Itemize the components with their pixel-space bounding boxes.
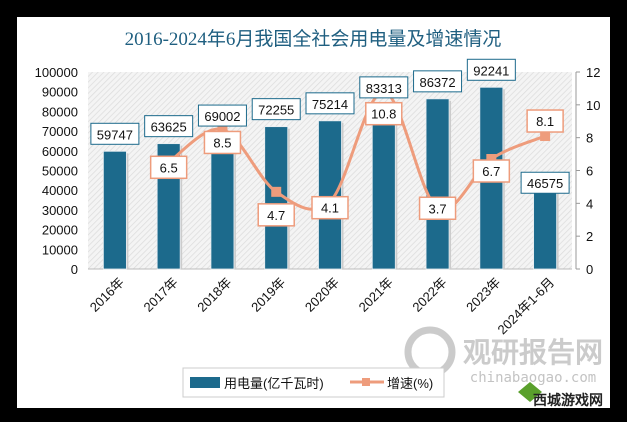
x-tick-label: 2019年 xyxy=(248,275,288,315)
growth-label-box xyxy=(149,155,188,180)
watermark-main: 观研报告网 xyxy=(463,336,603,369)
bar-label-box xyxy=(520,171,570,194)
y-left-tick: 60000 xyxy=(42,144,78,159)
growth-label-box xyxy=(203,130,242,155)
growth-value-label: 4.1 xyxy=(321,201,339,216)
bar-value-label: 72255 xyxy=(258,103,294,118)
y-left-tick: 80000 xyxy=(42,104,78,119)
x-tick-label: 2016年 xyxy=(87,275,127,315)
x-tick-label: 2021年 xyxy=(356,275,396,315)
bar-value-label: 63625 xyxy=(151,120,187,135)
growth-value-label: 8.1 xyxy=(536,114,554,129)
y-left-tick: 30000 xyxy=(42,203,78,218)
bar-label-box xyxy=(359,76,409,99)
y-left-tick: 10000 xyxy=(42,242,78,257)
bar-value-label: 69002 xyxy=(204,109,240,124)
corner-logo: 西城游戏网 xyxy=(518,382,603,409)
watermark-url: chinabaogao.com xyxy=(470,370,596,386)
bar-label-box xyxy=(251,98,301,121)
growth-label-box xyxy=(472,159,511,183)
y-right-tick: 4 xyxy=(586,196,593,211)
bar-value-label: 86372 xyxy=(419,75,455,90)
x-tick-label: 2022年 xyxy=(409,275,449,315)
y-left-tick: 20000 xyxy=(42,223,78,238)
bar xyxy=(425,98,450,270)
y-right-tick: 8 xyxy=(586,131,593,146)
legend-line-label: 增速(%) xyxy=(387,376,433,391)
growth-label-box xyxy=(257,203,295,227)
growth-label-box xyxy=(311,195,349,220)
y-left-tick: 100000 xyxy=(35,65,78,80)
y-right-tick: 6 xyxy=(586,164,593,179)
legend: 用电量(亿千瓦时) 增速(%) xyxy=(182,367,445,398)
bar-label-box xyxy=(197,104,247,127)
growth-value-label: 8.5 xyxy=(213,135,231,150)
bar xyxy=(318,120,342,270)
chart-title: 2016-2024年6月我国全社会用电量及增速情况 xyxy=(125,28,502,50)
bar-value-label: 59747 xyxy=(97,127,133,142)
bar-value-label: 92241 xyxy=(473,63,509,78)
growth-marker xyxy=(217,124,228,135)
bar xyxy=(102,150,127,270)
bar xyxy=(371,104,396,270)
growth-value-label: 6.5 xyxy=(160,160,178,175)
x-tick-label: 2020年 xyxy=(302,275,342,315)
legend-bar-label: 用电量(亿千瓦时) xyxy=(224,376,324,391)
y-left-tick: 90000 xyxy=(42,85,78,100)
growth-label-box xyxy=(365,101,403,126)
growth-marker xyxy=(486,154,497,165)
bar-label-box xyxy=(144,115,194,138)
corner-logo-text: 西城游戏网 xyxy=(533,392,603,409)
growth-marker xyxy=(540,131,551,142)
x-tick-label: 2023年 xyxy=(463,275,503,315)
bar-value-label: 75214 xyxy=(312,97,348,112)
y-right-tick: 12 xyxy=(586,65,600,80)
legend-bar-swatch xyxy=(190,377,220,388)
y-right-tick: 0 xyxy=(586,262,593,277)
x-tick-label: 2018年 xyxy=(194,275,234,315)
bar-label-box xyxy=(305,92,355,115)
growth-value-label: 6.7 xyxy=(482,164,500,179)
bar-label-box xyxy=(90,122,140,145)
y-left-tick: 0 xyxy=(71,262,78,277)
y-right-tick: 2 xyxy=(586,229,593,244)
x-tick-label: 2024年1-6月 xyxy=(494,275,557,338)
y-left-tick: 50000 xyxy=(42,164,78,179)
growth-label-box xyxy=(418,196,457,221)
y-right-tick: 10 xyxy=(586,98,600,113)
bar-label-box xyxy=(466,58,516,81)
bar-value-label: 46575 xyxy=(527,176,563,191)
growth-value-label: 3.7 xyxy=(429,201,447,216)
y-left-tick: 70000 xyxy=(42,124,78,139)
bar-value-label: 83313 xyxy=(366,81,402,96)
growth-marker xyxy=(271,186,282,197)
growth-value-label: 10.8 xyxy=(371,107,396,122)
y-left-tick: 40000 xyxy=(42,183,78,198)
bar-label-box xyxy=(413,70,463,93)
growth-value-label: 4.7 xyxy=(267,208,285,223)
x-tick-label: 2017年 xyxy=(141,275,181,315)
growth-label-box xyxy=(526,109,564,133)
